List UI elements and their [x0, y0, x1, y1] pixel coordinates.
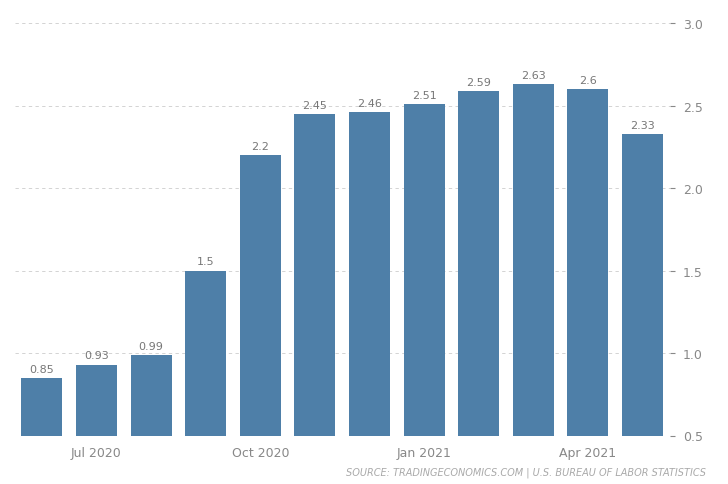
Text: 2.45: 2.45	[302, 101, 328, 111]
Bar	[130, 355, 172, 484]
Text: 2.63: 2.63	[521, 71, 545, 81]
Text: 0.93: 0.93	[84, 351, 108, 361]
Text: 2.33: 2.33	[630, 121, 654, 130]
Bar	[513, 85, 554, 484]
Text: 2.6: 2.6	[579, 76, 597, 86]
Bar	[622, 135, 663, 484]
Bar	[349, 113, 390, 484]
Bar	[240, 156, 281, 484]
Text: SOURCE: TRADINGECONOMICS.COM | U.S. BUREAU OF LABOR STATISTICS: SOURCE: TRADINGECONOMICS.COM | U.S. BURE…	[346, 466, 706, 477]
Text: 2.59: 2.59	[466, 77, 491, 88]
Bar	[294, 115, 336, 484]
Bar	[567, 90, 609, 484]
Text: 1.5: 1.5	[197, 257, 215, 267]
Bar	[76, 365, 117, 484]
Text: 2.2: 2.2	[251, 142, 269, 152]
Bar	[185, 271, 226, 484]
Text: 2.46: 2.46	[357, 99, 382, 109]
Text: 0.85: 0.85	[30, 364, 54, 374]
Bar	[21, 378, 63, 484]
Text: 2.51: 2.51	[412, 91, 436, 101]
Bar	[403, 105, 445, 484]
Bar	[458, 91, 499, 484]
Text: 0.99: 0.99	[138, 341, 164, 351]
